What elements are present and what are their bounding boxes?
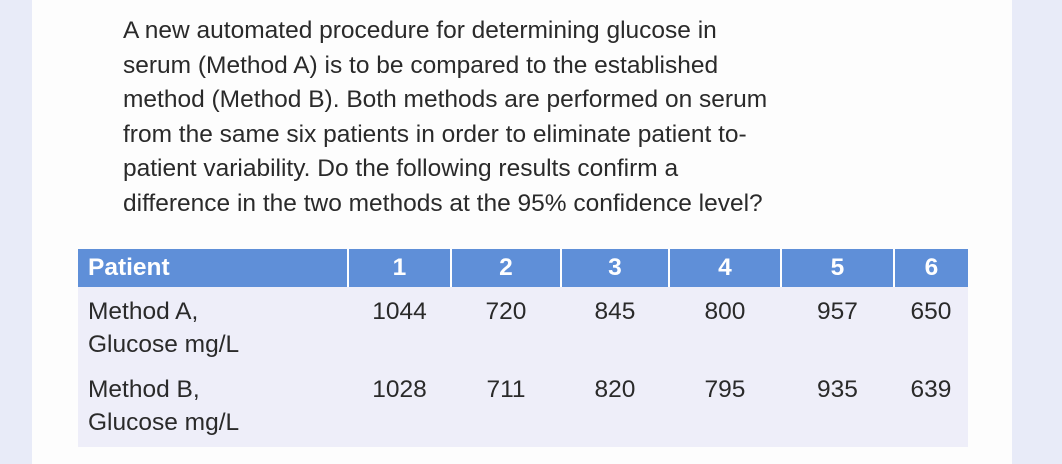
table-cell: 800 bbox=[669, 287, 781, 367]
row-label-line: Glucose mg/L bbox=[88, 409, 240, 436]
table-cell: 935 bbox=[781, 367, 894, 447]
header-patient-number: 1 bbox=[347, 249, 451, 287]
problem-line: patient variability. Do the following re… bbox=[123, 155, 679, 182]
table-cell: 650 bbox=[894, 287, 968, 367]
header-patient-label: Patient bbox=[78, 249, 348, 287]
table-header-row: Patient 1 2 3 4 5 6 bbox=[78, 249, 968, 287]
row-label-line: Glucose mg/L bbox=[88, 331, 240, 358]
table-cell: 957 bbox=[781, 287, 894, 367]
header-patient-number: 6 bbox=[893, 249, 968, 287]
problem-line: difference in the two methods at the 95%… bbox=[123, 189, 763, 217]
problem-line: A new automated procedure for determinin… bbox=[123, 17, 717, 44]
table-cell: 711 bbox=[451, 367, 561, 447]
document-page: A new automated procedure for determinin… bbox=[32, 0, 1012, 464]
table-cell: 795 bbox=[669, 367, 781, 447]
glucose-results-table: Patient 1 2 3 4 5 6 Method A, Glucose mg… bbox=[78, 249, 968, 447]
table-cell: 1028 bbox=[348, 367, 451, 447]
table-cell: 639 bbox=[894, 367, 968, 447]
table-row-method-b: Method B, Glucose mg/L 1028 711 820 795 … bbox=[78, 367, 968, 447]
row-label-line: Method B, bbox=[88, 376, 200, 403]
table-cell: 720 bbox=[451, 287, 561, 367]
header-patient-number: 4 bbox=[668, 249, 781, 287]
table-cell: 845 bbox=[561, 287, 669, 367]
problem-line: from the same six patients in order to e… bbox=[123, 120, 747, 148]
header-patient-number: 5 bbox=[780, 249, 894, 287]
problem-statement: A new automated procedure for determinin… bbox=[123, 14, 943, 221]
table-row-method-a: Method A, Glucose mg/L 1044 720 845 800 … bbox=[78, 287, 968, 367]
header-patient-number: 2 bbox=[450, 249, 561, 287]
row-label-line: Method A, bbox=[88, 298, 199, 325]
row-label-method-a: Method A, Glucose mg/L bbox=[78, 287, 348, 367]
table-cell: 1044 bbox=[348, 287, 451, 367]
table-cell: 820 bbox=[561, 367, 669, 447]
row-label-method-b: Method B, Glucose mg/L bbox=[78, 367, 348, 447]
header-patient-number: 3 bbox=[560, 249, 669, 287]
problem-line: method (Method B). Both methods are perf… bbox=[123, 86, 768, 113]
problem-line: serum (Method A) is to be compared to th… bbox=[123, 51, 719, 79]
